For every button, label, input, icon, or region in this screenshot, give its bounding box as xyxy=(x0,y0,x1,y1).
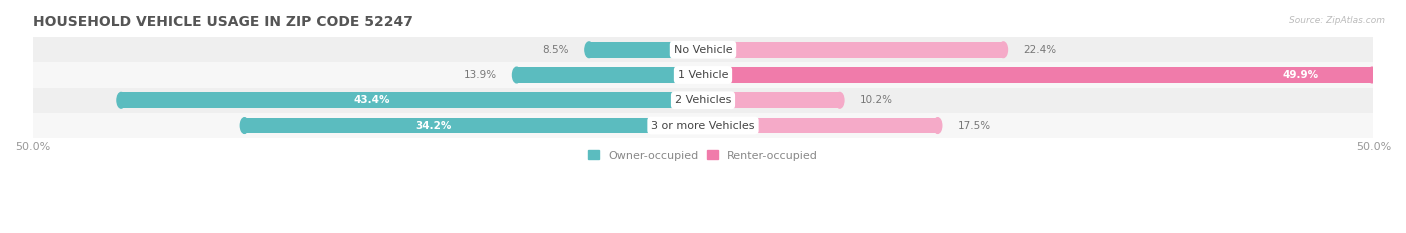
Bar xyxy=(32,37,1374,62)
Text: 3 or more Vehicles: 3 or more Vehicles xyxy=(651,120,755,130)
Text: 1 Vehicle: 1 Vehicle xyxy=(678,70,728,80)
Bar xyxy=(703,93,839,108)
Bar xyxy=(121,93,703,108)
Circle shape xyxy=(934,118,942,133)
Text: 8.5%: 8.5% xyxy=(543,45,569,55)
Text: Source: ZipAtlas.com: Source: ZipAtlas.com xyxy=(1289,16,1385,25)
Text: 17.5%: 17.5% xyxy=(957,120,991,130)
Circle shape xyxy=(1000,42,1008,58)
Text: HOUSEHOLD VEHICLE USAGE IN ZIP CODE 52247: HOUSEHOLD VEHICLE USAGE IN ZIP CODE 5224… xyxy=(32,15,412,29)
Legend: Owner-occupied, Renter-occupied: Owner-occupied, Renter-occupied xyxy=(583,146,823,165)
Bar xyxy=(32,88,1374,113)
Bar xyxy=(589,42,703,58)
Bar xyxy=(32,113,1374,138)
Circle shape xyxy=(117,93,125,108)
Circle shape xyxy=(1368,67,1376,83)
Text: 2 Vehicles: 2 Vehicles xyxy=(675,95,731,105)
Text: 22.4%: 22.4% xyxy=(1024,45,1056,55)
Text: 10.2%: 10.2% xyxy=(860,95,893,105)
Circle shape xyxy=(835,93,844,108)
Bar xyxy=(703,42,1004,58)
Bar xyxy=(32,62,1374,88)
Circle shape xyxy=(240,118,249,133)
Bar xyxy=(703,67,1372,83)
Text: No Vehicle: No Vehicle xyxy=(673,45,733,55)
Bar xyxy=(516,67,703,83)
Bar xyxy=(703,118,938,133)
Text: 34.2%: 34.2% xyxy=(415,120,451,130)
Bar xyxy=(245,118,703,133)
Text: 49.9%: 49.9% xyxy=(1282,70,1319,80)
Text: 43.4%: 43.4% xyxy=(353,95,389,105)
Circle shape xyxy=(585,42,593,58)
Text: 13.9%: 13.9% xyxy=(464,70,496,80)
Circle shape xyxy=(512,67,520,83)
